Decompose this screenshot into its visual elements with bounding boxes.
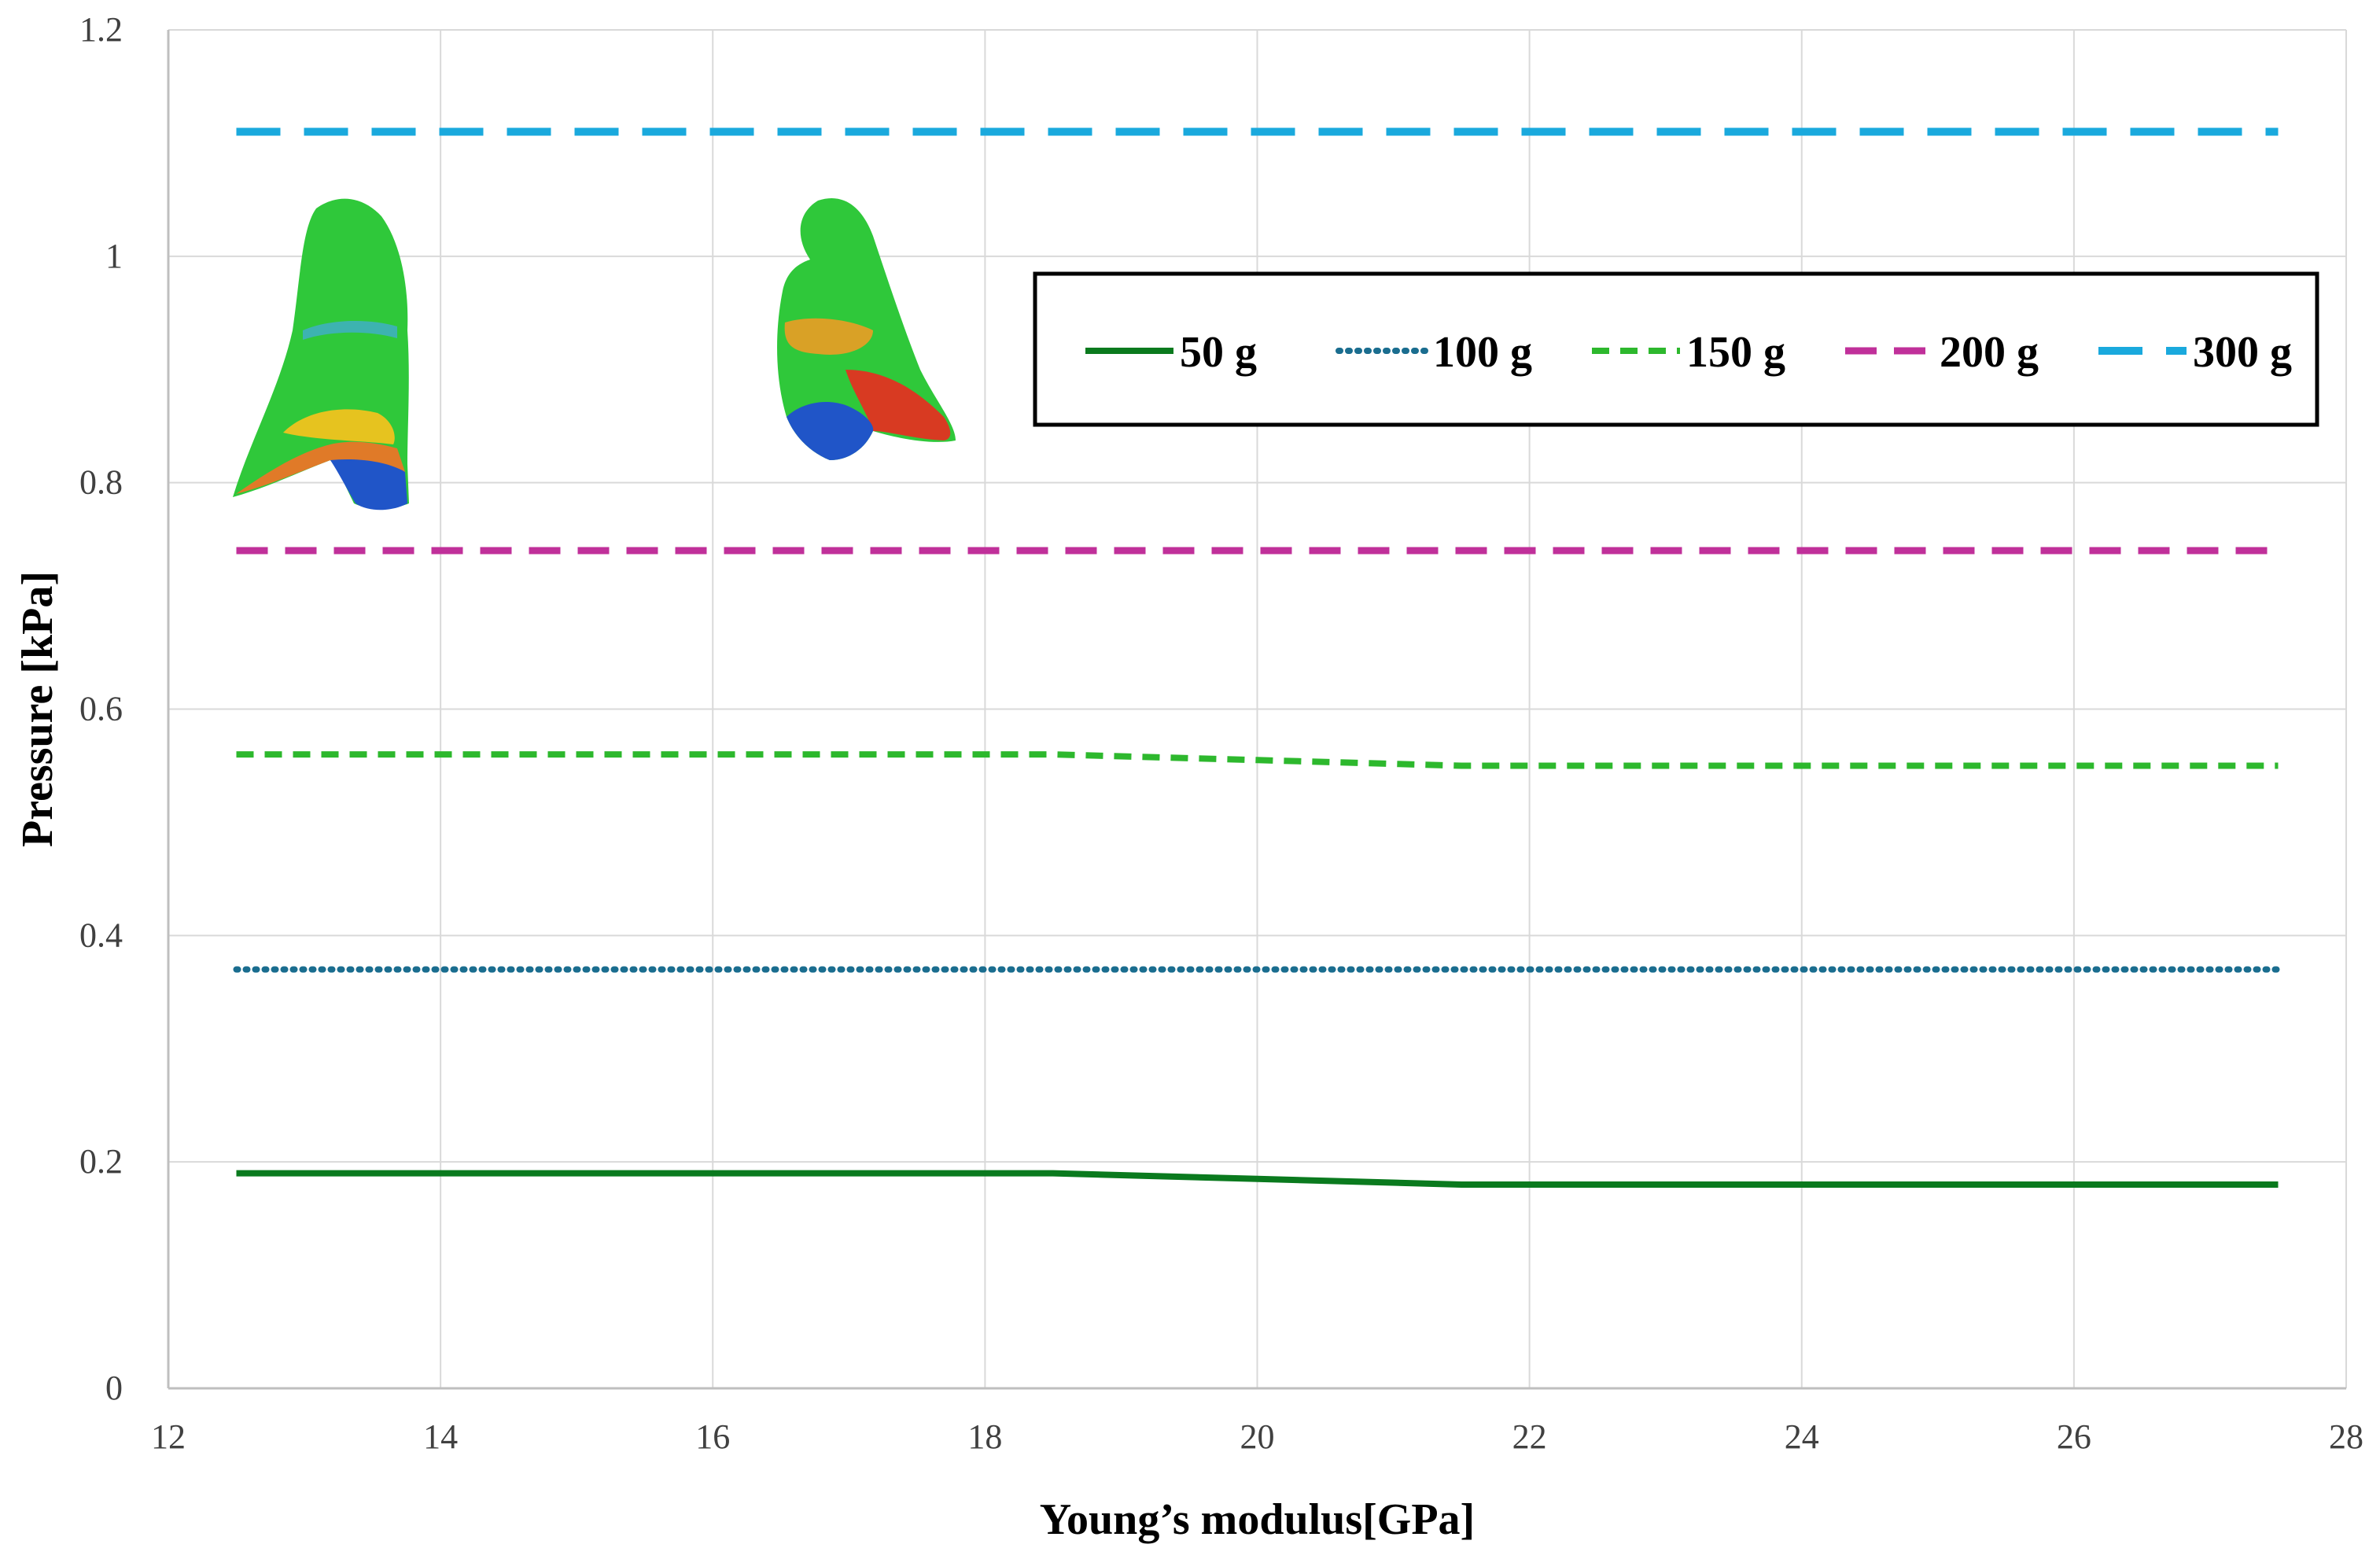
x-tick-label: 22	[1512, 1417, 1547, 1456]
y-tick-label: 0.2	[79, 1142, 123, 1181]
y-axis-title: Pressure [kPa]	[13, 571, 62, 847]
y-tick-label: 0.4	[79, 916, 123, 954]
y-tick-label: 1	[105, 237, 123, 275]
legend: 50 g 100 g 150 g 200 g 300 g	[1033, 271, 2319, 427]
y-tick-label: 0.6	[79, 690, 123, 728]
legend-label: 300 g	[2193, 328, 2292, 377]
inset-tooth-images	[233, 198, 956, 510]
x-tick-label: 24	[1785, 1417, 1819, 1456]
series-lines	[233, 127, 2282, 1188]
legend-label: 50 g	[1180, 328, 1257, 377]
tooth-model-right	[777, 198, 956, 460]
legend-label: 150 g	[1686, 328, 1785, 377]
y-tick-label: 1.2	[79, 10, 123, 49]
x-tick-label: 28	[2329, 1417, 2363, 1456]
x-tick-label: 18	[967, 1417, 1002, 1456]
y-tick-label: 0	[105, 1369, 123, 1407]
y-tick-label: 0.8	[79, 463, 123, 502]
series-line-50g	[236, 1170, 2279, 1188]
x-tick-label: 14	[423, 1417, 458, 1456]
series-line-150g	[236, 751, 2279, 769]
x-tick-label: 16	[695, 1417, 730, 1456]
x-axis-title: Young’s modulus[GPa]	[1040, 1495, 1475, 1544]
x-tick-label: 12	[151, 1417, 186, 1456]
x-tick-label: 20	[1240, 1417, 1275, 1456]
legend-label: 200 g	[1940, 328, 2039, 377]
axes: 12 14 16 18 20 22 24 26 28 0 0.2 0.4 0.6 0.8 1 1.2 Young…	[13, 10, 2363, 1544]
legend-label: 100 g	[1433, 328, 1532, 377]
x-tick-label: 26	[2057, 1417, 2091, 1456]
grid	[168, 29, 2347, 1389]
tooth-model-left	[233, 198, 409, 510]
